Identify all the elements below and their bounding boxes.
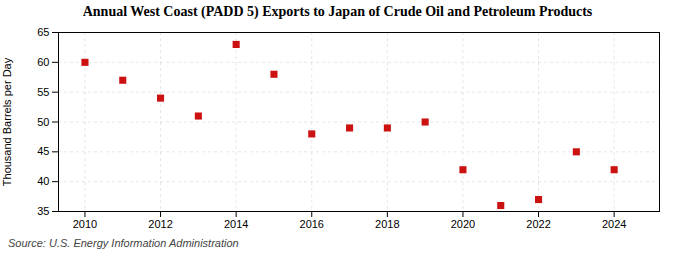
svg-text:2010: 2010 [73,218,97,230]
svg-text:2014: 2014 [224,218,248,230]
svg-text:45: 45 [37,145,49,157]
svg-text:2022: 2022 [526,218,550,230]
svg-text:2016: 2016 [300,218,324,230]
svg-text:50: 50 [37,116,49,128]
html-text:Annual West Coast (PADD 5) Exp: Annual West Coast (PADD 5) Exports to Ja… [82,4,593,19]
svg-text:65: 65 [37,26,49,38]
svg-text:2020: 2020 [451,218,475,230]
svg-text:60: 60 [37,56,49,68]
svg-text:2018: 2018 [375,218,399,230]
svg-text:2012: 2012 [148,218,172,230]
svg-text:35: 35 [37,205,49,217]
svg-text:Thousand Barrels per Day: Thousand Barrels per Day [1,57,13,186]
svg-text:40: 40 [37,175,49,187]
svg-text:55: 55 [37,86,49,98]
svg-text:2024: 2024 [602,218,626,230]
html-text:Source: U.S. Energy Informatio: Source: U.S. Energy Information Administ… [8,237,239,249]
